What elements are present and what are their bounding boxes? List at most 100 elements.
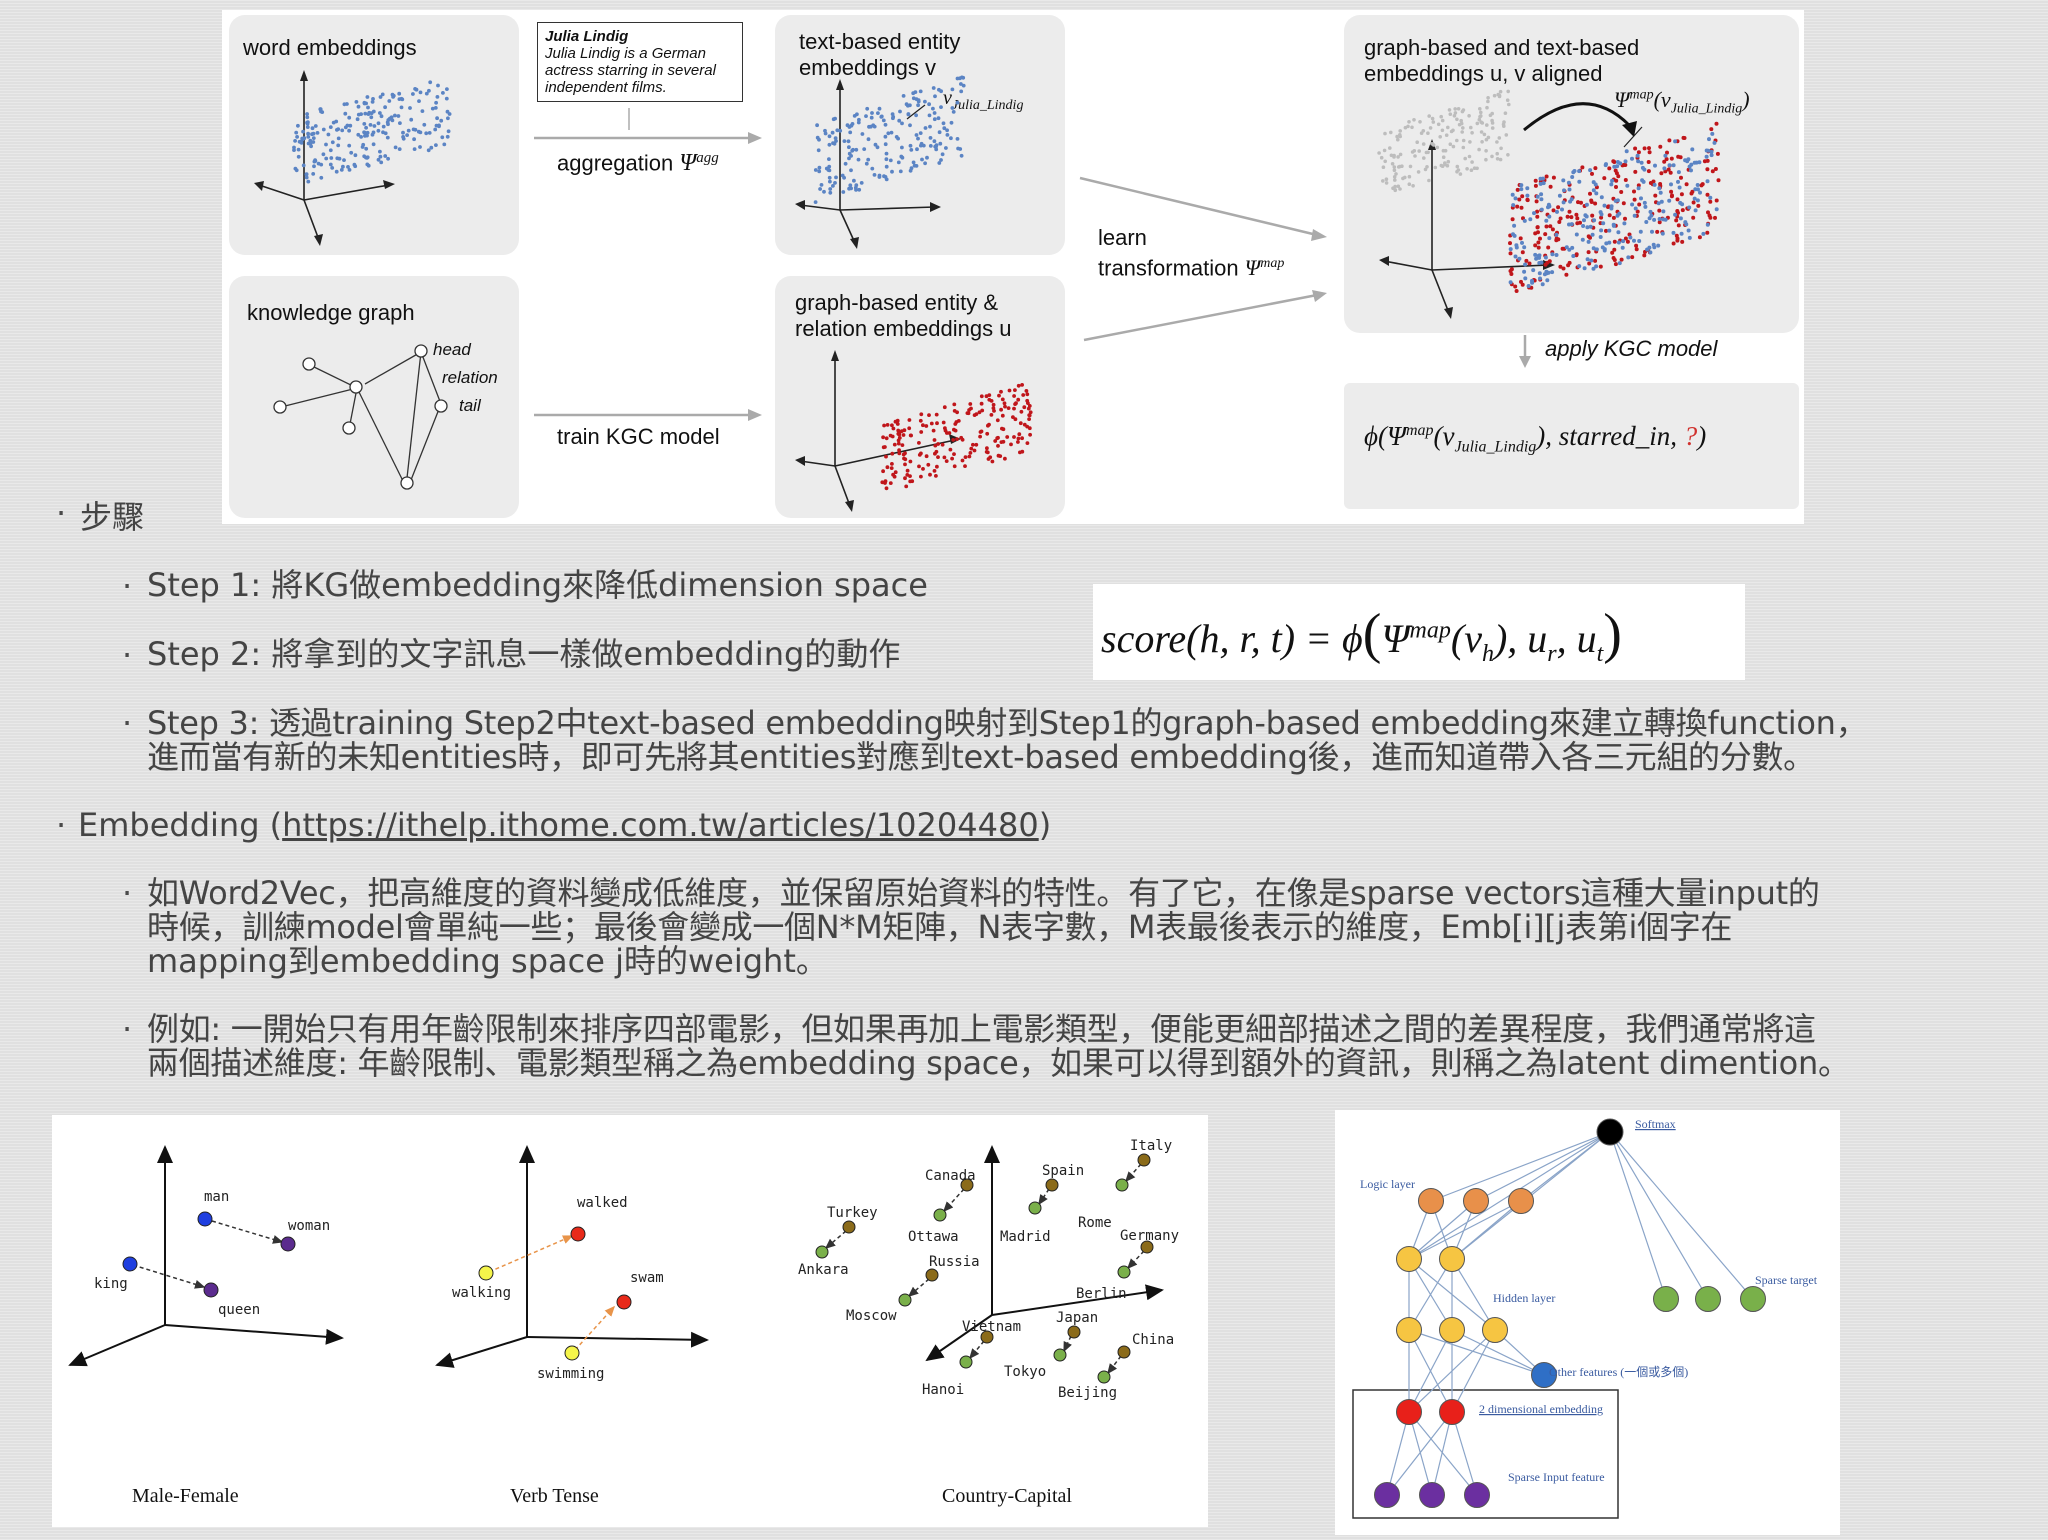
word-embedding-point: [397, 147, 402, 152]
graph-embedding-point: [931, 428, 936, 433]
aligned-plot: [1377, 89, 1721, 319]
embedding-link[interactable]: https://ithelp.ithome.com.tw/articles/10…: [282, 806, 1039, 844]
gray-embedding-point: [1451, 144, 1456, 149]
word-embedding-point: [336, 127, 341, 131]
nn-node-hid2: [1439, 1317, 1465, 1343]
word-embedding-point: [417, 99, 421, 103]
aligned-graph-point: [1538, 236, 1542, 241]
gray-embedding-point: [1460, 130, 1464, 134]
aligned-graph-point: [1636, 183, 1641, 188]
aligned-text-point: [1561, 178, 1566, 183]
label-russia: Russia: [929, 1254, 980, 1270]
word-embedding-point: [436, 83, 440, 88]
aligned-graph-point: [1646, 169, 1651, 174]
gray-embedding-point: [1396, 155, 1400, 159]
aligned-graph-point: [1663, 169, 1668, 174]
aligned-text-point: [1538, 176, 1543, 181]
aligned-text-point: [1577, 169, 1582, 174]
word-embedding-point: [354, 100, 359, 104]
bullet-dot: ·: [122, 567, 133, 605]
graph-embedding-point: [995, 436, 1000, 441]
phi-middle: ), starred_in,: [1536, 421, 1684, 451]
w2v-line3: mapping到embedding space j時的weight。: [147, 942, 828, 980]
aligned-graph-point: [1669, 156, 1674, 161]
graph-embedding-point: [944, 459, 949, 463]
text-embedding-point: [827, 142, 832, 147]
aligned-text-point: [1709, 153, 1714, 158]
gray-embedding-point: [1426, 131, 1430, 135]
text-embedding-point: [941, 121, 946, 126]
aligned-text-point: [1533, 252, 1538, 257]
aligned-text-point: [1594, 191, 1599, 196]
gray-embedding-point: [1441, 155, 1446, 159]
aligned-graph-point: [1514, 289, 1519, 293]
aligned-text-point: [1637, 239, 1642, 243]
aligned-graph-point: [1632, 189, 1636, 194]
aligned-graph-point: [1705, 192, 1710, 197]
aligned-graph-point: [1548, 224, 1553, 229]
graph-embedding-point: [1019, 409, 1024, 414]
aligned-text-point: [1569, 197, 1574, 202]
nn-node-inp: [1464, 1482, 1490, 1508]
graph-embedding-point: [986, 457, 991, 461]
nn-node-soft: [1596, 1118, 1624, 1146]
text-embedding-point: [870, 166, 875, 171]
word-embedding-point: [444, 96, 449, 101]
word-embedding-point: [336, 136, 341, 141]
text-embedding-point: [911, 160, 916, 165]
graph-embedding-point: [896, 441, 901, 446]
gray-embedding-point: [1486, 96, 1490, 100]
text-embedding-point: [906, 103, 910, 108]
aligned-graph-point: [1623, 236, 1628, 241]
aligned-text-point: [1547, 236, 1552, 241]
aligned-graph-point: [1567, 209, 1572, 214]
gray-embedding-point: [1403, 175, 1407, 180]
word-embedding-point: [334, 169, 339, 174]
word-embedding-point: [368, 123, 373, 127]
gray-embedding-point: [1422, 156, 1426, 160]
aligned-text-point: [1544, 218, 1549, 223]
text-embedding-point: [847, 186, 851, 191]
gray-embedding-point: [1398, 152, 1403, 157]
label-hanoi: Hanoi: [922, 1382, 964, 1398]
label-italy: Italy: [1130, 1138, 1172, 1154]
capital-point: [933, 1208, 947, 1222]
word-embedding-point: [363, 111, 368, 116]
gray-embedding-point: [1485, 105, 1489, 110]
aligned-text-point: [1508, 247, 1513, 252]
gray-embedding-point: [1428, 126, 1433, 130]
text-embedding-point: [860, 132, 865, 136]
aligned-text-point: [1656, 243, 1661, 248]
aligned-graph-point: [1669, 189, 1674, 194]
aligned-text-point: [1591, 246, 1596, 251]
graph-embedding-point: [977, 410, 982, 415]
aligned-graph-point: [1637, 202, 1642, 207]
score-t-sub: t: [1596, 641, 1604, 667]
word-embedding-point: [378, 149, 382, 154]
gray-embedding-point: [1421, 142, 1426, 146]
score-lhs: score(h, r, t) = ϕ: [1101, 616, 1363, 661]
graph-entity-line1: graph-based entity &: [795, 290, 999, 315]
text-embedding-point: [872, 173, 877, 177]
text-embedding-point: [876, 111, 880, 115]
psi-sup: map: [1629, 87, 1654, 103]
text-embedding-point: [936, 116, 941, 121]
aligned-text-point: [1539, 207, 1544, 212]
aligned-graph-point: [1671, 241, 1676, 246]
country-capital-vector: [969, 1340, 985, 1360]
gray-embedding-point: [1390, 162, 1395, 166]
aligned-graph-point: [1564, 272, 1569, 277]
capital-point: [1117, 1265, 1131, 1279]
aligned-text-point: [1525, 193, 1530, 198]
embedding-suffix: ): [1038, 806, 1052, 844]
aligned-graph-point: [1627, 232, 1632, 237]
aligned-text-point: [1673, 212, 1678, 217]
aligned-text-point: [1562, 188, 1566, 193]
nn-edge: [1386, 1411, 1453, 1496]
aligned-graph-point: [1613, 262, 1618, 267]
gray-embedding-point: [1412, 118, 1416, 122]
word-embedding-point: [336, 143, 341, 148]
text-embedding-point: [817, 169, 822, 174]
graph-embedding-point: [883, 479, 888, 484]
word-embedding-point: [386, 156, 390, 161]
